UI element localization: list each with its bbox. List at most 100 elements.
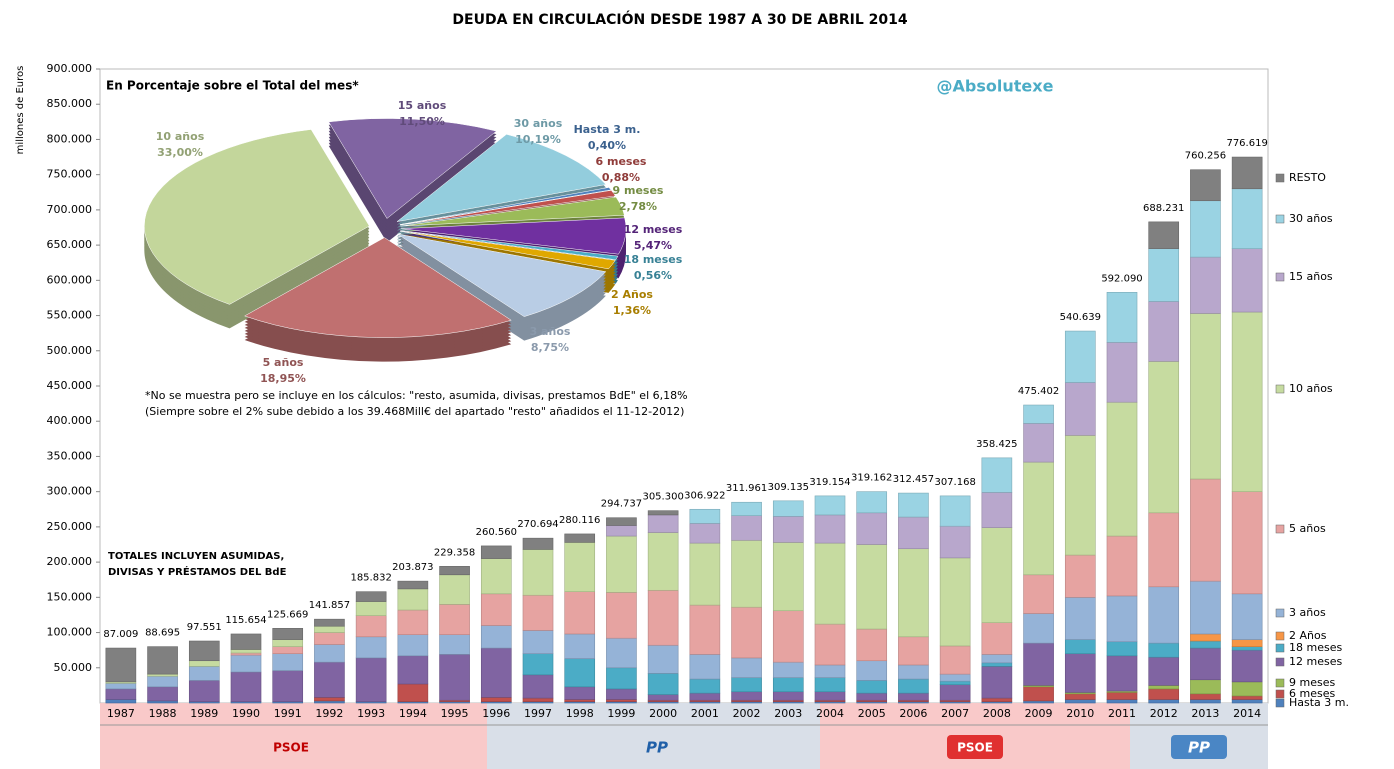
bar-segment — [314, 632, 345, 645]
bar-segment — [188, 680, 220, 702]
x-tick-label: 2005 — [858, 707, 886, 720]
legend-label: 5 años — [1289, 522, 1326, 535]
total-label: 305.300 — [642, 492, 683, 503]
bar-segment — [1148, 248, 1180, 302]
pie-value-label: 11,50% — [399, 115, 445, 128]
bar-segment — [1231, 695, 1263, 700]
pie-label: 6 meses — [596, 155, 647, 168]
bar-segment — [1190, 647, 1221, 681]
bar-segment — [564, 658, 596, 688]
bar-segment — [564, 533, 596, 543]
bar-segment — [1190, 699, 1221, 704]
total-label: 185.832 — [350, 573, 391, 584]
bar-segment — [522, 549, 554, 596]
bar-segment — [1190, 640, 1221, 649]
bar-segment — [1231, 491, 1263, 595]
bar-segment — [1023, 574, 1054, 614]
bar-segment — [1023, 700, 1054, 704]
total-label: 358.425 — [976, 439, 1017, 450]
pie-slice — [396, 134, 607, 222]
bar-segment — [1190, 580, 1221, 635]
pie-label: 2 Años — [611, 288, 653, 301]
pie-value-label: 5,47% — [634, 239, 672, 252]
bar-segment — [522, 653, 554, 676]
bar-segment — [397, 580, 429, 590]
legend-label: 3 años — [1289, 606, 1326, 619]
bar-segment — [981, 662, 1013, 667]
x-tick-label: 2006 — [899, 707, 927, 720]
bar-segment — [856, 680, 888, 694]
bar-segment — [230, 649, 262, 654]
pie-slice — [400, 196, 625, 227]
bar-segment — [1023, 686, 1054, 702]
bar-segment — [522, 674, 554, 699]
x-tick-label: 2011 — [1108, 707, 1136, 720]
bar-segment — [814, 664, 846, 678]
bar-segment — [355, 657, 387, 702]
legend-label: 9 meses — [1289, 676, 1335, 689]
y-tick-label: 550.000 — [47, 309, 93, 322]
pie-slice — [144, 129, 370, 305]
total-label: 141.857 — [309, 600, 350, 611]
bar-segment — [355, 601, 387, 616]
total-label: 203.873 — [392, 562, 433, 573]
bar-segment — [856, 512, 888, 545]
total-label: 307.168 — [934, 477, 975, 488]
total-label: 306.922 — [684, 490, 725, 501]
bar-segment — [1064, 699, 1096, 704]
bar-segment — [981, 654, 1013, 664]
bar-segment — [1231, 593, 1263, 640]
party-label: PSOE — [273, 741, 309, 755]
bar-segment — [856, 491, 888, 514]
bar-segment — [1023, 461, 1054, 576]
legend-swatch — [1275, 698, 1285, 708]
total-label: 776.619 — [1226, 138, 1267, 149]
bar-segment — [147, 646, 178, 675]
bar-segment — [522, 630, 554, 654]
bar-segment — [1106, 535, 1138, 597]
party-label: PP — [1188, 739, 1210, 757]
bar-segment — [1064, 639, 1096, 654]
y-tick-label: 700.000 — [47, 203, 93, 216]
bar-segment — [606, 667, 637, 690]
bar-segment — [647, 644, 679, 674]
bar-segment — [814, 495, 846, 516]
pie-slice — [400, 230, 619, 260]
x-tick-label: 2014 — [1233, 707, 1261, 720]
bar-segment — [272, 646, 304, 654]
bar-segment — [814, 542, 846, 625]
x-tick-label: 2009 — [1025, 707, 1053, 720]
x-tick-label: 2013 — [1191, 707, 1219, 720]
bar-segment — [1106, 342, 1138, 403]
total-label: 87.009 — [103, 629, 138, 640]
bar-segment — [772, 677, 804, 693]
y-tick-label: 400.000 — [47, 414, 93, 427]
bar-segment — [731, 691, 762, 701]
bar-segment — [689, 508, 721, 524]
bar-segment — [1190, 200, 1221, 258]
pie-slice — [244, 237, 512, 338]
bar-segment — [647, 673, 679, 695]
bar-segment — [1231, 699, 1263, 704]
total-label: 540.639 — [1060, 312, 1101, 323]
legend-swatch — [1275, 643, 1285, 653]
bar-segment — [1231, 681, 1263, 697]
x-tick-label: 2003 — [774, 707, 802, 720]
bar-segment — [147, 686, 178, 702]
bar-segment — [147, 673, 178, 677]
x-tick-label: 2004 — [816, 707, 844, 720]
y-tick-label: 750.000 — [47, 168, 93, 181]
bar-segment — [856, 544, 888, 630]
bar-segment — [814, 623, 846, 666]
bar-segment — [898, 492, 929, 518]
note: (Siempre sobre el 2% sube debido a los 3… — [145, 405, 684, 418]
bar-segment — [1148, 642, 1180, 658]
bar-segment — [355, 591, 387, 602]
bar-segment — [188, 660, 220, 667]
total-label: 475.402 — [1018, 386, 1059, 397]
total-label: 319.162 — [851, 473, 892, 484]
pie-value-label: 0,56% — [634, 269, 672, 282]
watermark: @Absolutexe — [937, 77, 1054, 96]
bar-segment — [898, 678, 929, 694]
